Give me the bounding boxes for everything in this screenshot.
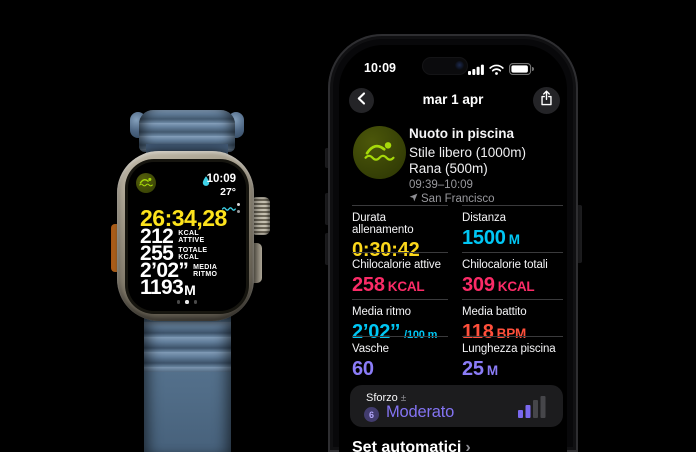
dynamic-island — [422, 57, 468, 75]
workout-type-badge — [353, 126, 406, 179]
nav-date-title: mar 1 apr — [422, 92, 484, 107]
water-temperature: 27° — [220, 186, 236, 198]
divider — [462, 336, 563, 337]
chevron-left-icon — [356, 91, 367, 110]
watch-page-dots[interactable] — [128, 300, 246, 304]
share-icon — [540, 90, 553, 111]
effort-rating: Moderato — [386, 403, 455, 421]
pool-swim-icon — [364, 138, 395, 167]
watch-clock: 10:09 — [206, 173, 236, 185]
phone-power-button — [577, 205, 582, 263]
effort-label: Sforzo ± — [366, 392, 407, 404]
stat-distance: Distanza 1500 M — [462, 205, 563, 250]
workout-title: Nuoto in piscina — [409, 126, 515, 141]
battery-icon — [509, 62, 534, 80]
auto-sets-link[interactable]: Set automatici › — [352, 439, 471, 452]
chevron-right-icon: › — [465, 439, 471, 452]
metric-total-kcal: 255 TOTALE KCAL — [140, 242, 208, 265]
stat-total-kcal: Chilocalorie totali 309 KCAL — [462, 252, 563, 297]
phone-screen: 10:09 — [339, 45, 567, 452]
divider — [352, 252, 448, 253]
divider — [462, 205, 563, 206]
location-arrow-icon — [409, 193, 418, 205]
phone-volume-up-button — [324, 193, 329, 225]
phone-volume-down-button — [324, 233, 329, 265]
divider — [352, 336, 448, 337]
back-button[interactable] — [349, 88, 374, 113]
workout-time-range: 09:39–10:09 — [409, 179, 473, 191]
phone-action-button — [324, 148, 329, 168]
page-dot — [193, 300, 198, 304]
status-bar-icons — [468, 62, 534, 80]
watch-digital-crown — [253, 197, 270, 235]
divider — [462, 299, 563, 300]
divider — [352, 205, 448, 206]
stat-pool-length: Lunghezza piscina 25 M — [462, 336, 563, 381]
effort-card[interactable]: Sforzo ± 6 Moderato — [350, 385, 563, 427]
workout-detail-line: Rana (500m) — [409, 161, 488, 176]
indicator-dot — [237, 210, 240, 213]
divider — [352, 299, 448, 300]
metric-active-kcal: 212 KCAL ATTIVE — [140, 225, 205, 248]
watch-action-button — [111, 224, 120, 272]
wifi-icon — [489, 62, 504, 80]
workout-detail-line: Stile libero (1000m) — [409, 145, 527, 160]
indicator-dot — [237, 203, 240, 206]
metric-avg-pace: 2’02’’ MEDIA RITMO — [140, 259, 218, 282]
front-camera-icon — [455, 61, 464, 71]
stat-laps: Vasche 60 — [352, 336, 448, 381]
water-lock-icon — [202, 174, 210, 192]
workout-location: San Francisco — [409, 193, 495, 205]
page-dot — [176, 300, 181, 304]
effort-adjust-icon: ± — [400, 393, 407, 404]
watch-screen: 10:09 27° 26:34,28 212 KCAL ATTIVE 255 TO… — [128, 162, 246, 311]
stat-duration: Durata allenamento 0:30:42 — [352, 205, 448, 262]
watch-band-bottom-ridges — [144, 322, 231, 372]
pool-swim-icon — [139, 174, 153, 192]
wave-underline-icon — [221, 198, 236, 216]
metric-distance: 1193 M — [140, 276, 196, 299]
status-bar-time: 10:09 — [364, 61, 396, 75]
divider — [462, 252, 563, 253]
stat-avg-pace: Media ritmo 2’02’’/100 m — [352, 299, 448, 344]
effort-bars-icon — [518, 396, 548, 423]
cellular-signal-icon — [468, 62, 484, 80]
effort-score-badge: 6 — [364, 407, 379, 422]
page-dot-active — [185, 300, 189, 304]
workout-elapsed-time: 26:34,28 — [140, 205, 227, 231]
watch-side-button — [253, 243, 262, 283]
workout-type-badge — [136, 173, 156, 193]
stat-active-kcal: Chilocalorie attive 258 KCAL — [352, 252, 448, 297]
share-button[interactable] — [533, 87, 560, 114]
stat-avg-heart-rate: Media battito 118 BPM — [462, 299, 563, 344]
